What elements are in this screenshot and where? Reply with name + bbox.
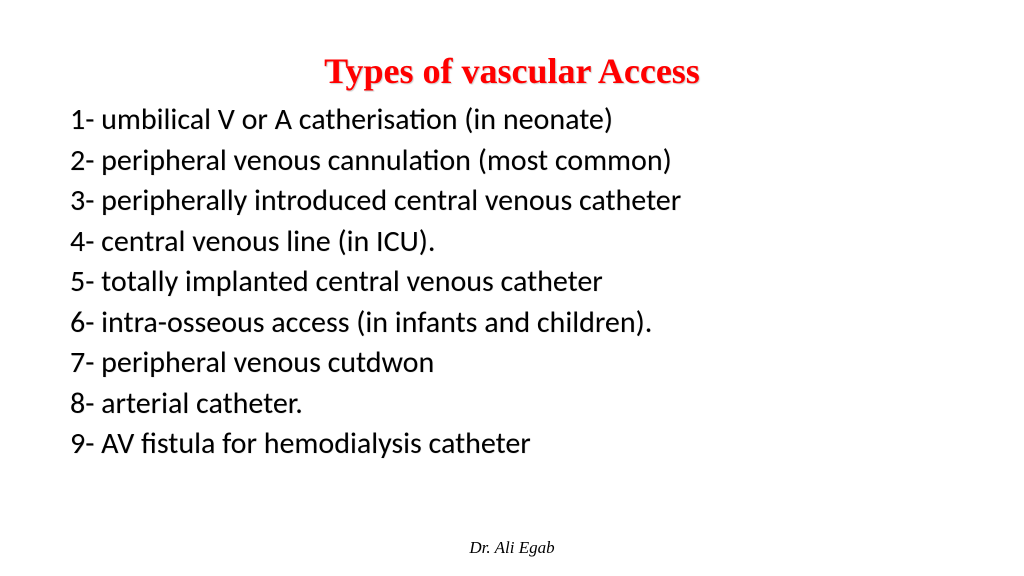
item-text: totally implanted central venous cathete… — [101, 263, 603, 300]
list-item: 6- intra-osseous access (in infants and … — [70, 303, 954, 344]
item-text: AV fistula for hemodialysis catheter — [101, 425, 531, 462]
item-text: peripheral venous cannulation (most comm… — [101, 142, 672, 179]
list-item: 8- arterial catheter. — [70, 384, 954, 425]
item-text: umbilical V or A catherisation (in neona… — [101, 101, 613, 138]
item-text: peripheral venous cutdwon — [101, 344, 434, 381]
list-item: 3- peripherally introduced central venou… — [70, 181, 954, 222]
item-text: intra-osseous access (in infants and chi… — [101, 304, 652, 341]
item-number: 5- — [70, 263, 101, 300]
list-item: 4- central venous line (in ICU). — [70, 222, 954, 263]
item-number: 1- — [70, 101, 101, 138]
list-item: 1- umbilical V or A catherisation (in ne… — [70, 100, 954, 141]
item-number: 6- — [70, 304, 101, 341]
item-text: arterial catheter. — [101, 385, 303, 422]
list-item: 7- peripheral venous cutdwon — [70, 343, 954, 384]
item-number: 8- — [70, 385, 101, 422]
slide-footer: Dr. Ali Egab — [0, 538, 1024, 558]
item-number: 4- — [70, 223, 101, 260]
list-item: 5- totally implanted central venous cath… — [70, 262, 954, 303]
item-number: 9- — [70, 425, 101, 462]
list-item: 2- peripheral venous cannulation (most c… — [70, 141, 954, 182]
item-number: 2- — [70, 142, 101, 179]
slide-title: Types of vascular Access — [70, 50, 954, 92]
item-text: central venous line (in ICU). — [101, 223, 435, 260]
item-number: 7- — [70, 344, 101, 381]
content-list: 1- umbilical V or A catherisation (in ne… — [70, 100, 954, 465]
item-number: 3- — [70, 182, 101, 219]
list-item: 9- AV fistula for hemodialysis catheter — [70, 424, 954, 465]
item-text: peripherally introduced central venous c… — [101, 182, 681, 219]
